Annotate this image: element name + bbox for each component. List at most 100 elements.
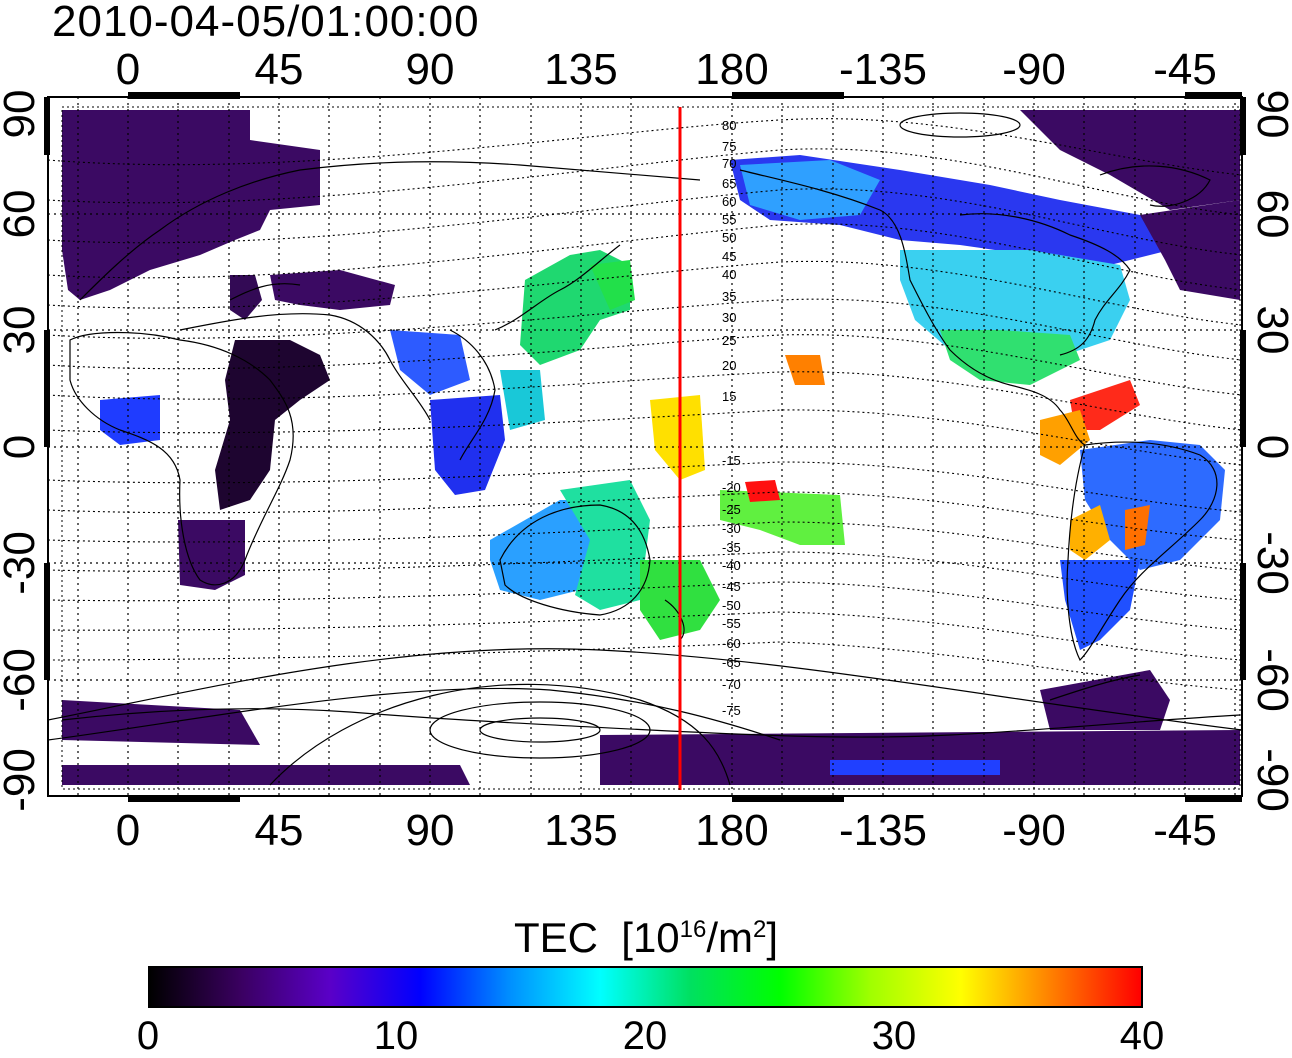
bottom-lon-tick: 45 bbox=[255, 806, 304, 855]
contour-labels: 80 75 70 65 60 55 50 45 40 35 30 25 20 1… bbox=[722, 118, 741, 718]
tec-region-south-america-south bbox=[1060, 560, 1140, 650]
colorbar-tick: 30 bbox=[871, 1014, 917, 1058]
colorbar-unit-exponent2: 2 bbox=[753, 916, 767, 943]
contour-label: -55 bbox=[722, 616, 741, 631]
bottom-lon-tick: -135 bbox=[839, 806, 927, 855]
contour-label: 40 bbox=[722, 267, 736, 282]
colorbar bbox=[148, 966, 1143, 1008]
timestamp-title: 2010-04-05/01:00:00 bbox=[52, 0, 480, 46]
left-lat-tick: 30 bbox=[0, 306, 44, 355]
tec-region-antarctic-ring bbox=[62, 700, 260, 745]
top-lon-tick: -45 bbox=[1153, 45, 1217, 94]
bottom-lon-tick: 180 bbox=[695, 806, 768, 855]
colorbar-unit-prefix: [10 bbox=[621, 914, 680, 961]
tec-region-south-america-mid bbox=[1125, 505, 1150, 550]
coastlines bbox=[61, 161, 1241, 738]
left-lat-tick: -30 bbox=[0, 531, 44, 595]
contour-label: 35 bbox=[722, 289, 736, 304]
right-lat-tick: 90 bbox=[1248, 90, 1292, 139]
colorbar-tick: 10 bbox=[373, 1014, 419, 1058]
tec-region-south-pacific-red bbox=[745, 480, 780, 502]
tec-region-antarctica-west bbox=[62, 765, 470, 785]
contour-label: 80 bbox=[722, 118, 736, 133]
contour-label: -15 bbox=[722, 453, 741, 468]
right-lat-tick: -60 bbox=[1248, 648, 1292, 712]
colorbar-unit-suffix: ] bbox=[766, 914, 779, 961]
contour-label: -50 bbox=[722, 598, 741, 613]
top-lon-tick: 180 bbox=[695, 45, 768, 94]
contour-label: 20 bbox=[722, 358, 736, 373]
contour-label: -30 bbox=[722, 521, 741, 536]
colorbar-unit-mid: /m bbox=[706, 914, 754, 961]
tec-region-alaska bbox=[740, 160, 880, 220]
colorbar-tick: 40 bbox=[1119, 1014, 1165, 1058]
bottom-lon-tick: 90 bbox=[406, 806, 455, 855]
right-lat-tick: 60 bbox=[1248, 190, 1292, 239]
top-lon-tick: 45 bbox=[255, 45, 304, 94]
contour-label: -35 bbox=[722, 540, 741, 555]
tec-region-greenland bbox=[1020, 110, 1240, 210]
tec-region-south-america-band bbox=[1070, 505, 1110, 560]
colorbar-quantity: TEC bbox=[513, 914, 598, 961]
tec-region-antarctica-blue bbox=[830, 760, 1000, 775]
contour-label: 15 bbox=[722, 389, 736, 404]
tec-region-central-america bbox=[1040, 410, 1090, 465]
bottom-lon-tick: 0 bbox=[116, 806, 140, 855]
contour-label: -40 bbox=[722, 558, 741, 573]
tec-region-japan bbox=[590, 260, 635, 310]
contour-label: 55 bbox=[722, 212, 736, 227]
bottom-lon-tick: 135 bbox=[544, 806, 617, 855]
right-lat-tick: -30 bbox=[1248, 531, 1292, 595]
tec-region-hawaii bbox=[785, 355, 825, 385]
contour-label: 50 bbox=[722, 230, 736, 245]
left-lat-tick: 0 bbox=[0, 435, 44, 459]
left-lat-tick: 60 bbox=[0, 190, 44, 239]
solid-contours bbox=[48, 112, 1242, 786]
tec-region-pacific-islands bbox=[650, 395, 705, 480]
contour-label: 70 bbox=[722, 156, 736, 171]
tec-region-usa-south bbox=[940, 330, 1080, 385]
tec-region-se-asia bbox=[430, 395, 505, 495]
contour-label: -70 bbox=[722, 677, 741, 692]
right-lat-tick: 0 bbox=[1248, 435, 1292, 459]
top-longitude-ticks: 0 45 90 135 180 -135 -90 -45 bbox=[116, 45, 1217, 94]
right-lat-tick: 30 bbox=[1248, 306, 1292, 355]
top-lon-tick: 90 bbox=[406, 45, 455, 94]
tec-region-africa-dark bbox=[215, 340, 330, 510]
magnetic-contours bbox=[48, 118, 1242, 691]
tec-region-west-africa bbox=[100, 395, 160, 445]
tec-region-eurasia bbox=[62, 110, 320, 300]
contour-label: 25 bbox=[722, 333, 736, 348]
left-latitude-ticks: 90 60 30 0 -30 -60 -90 bbox=[0, 90, 44, 812]
right-latitude-ticks: 90 60 30 0 -30 -60 -90 bbox=[1248, 90, 1292, 812]
top-lon-tick: 0 bbox=[116, 45, 140, 94]
top-lon-tick: 135 bbox=[544, 45, 617, 94]
tec-region-antarctica-coast bbox=[1040, 670, 1170, 730]
contour-label: 60 bbox=[722, 194, 736, 209]
tec-region-north-atlantic bbox=[1140, 200, 1240, 300]
colorbar-tick: 0 bbox=[136, 1014, 160, 1058]
contour-label: 65 bbox=[722, 176, 736, 191]
colorbar-tick: 20 bbox=[622, 1014, 668, 1058]
axis-bars bbox=[44, 92, 1246, 802]
contour-label: -45 bbox=[722, 579, 741, 594]
top-lon-tick: -135 bbox=[839, 45, 927, 94]
left-lat-tick: -90 bbox=[0, 748, 44, 812]
contour-label: -75 bbox=[722, 703, 741, 718]
tec-region-australia-west bbox=[490, 500, 610, 600]
tec-region-europe-north bbox=[230, 275, 262, 320]
colorbar-unit-exponent: 16 bbox=[679, 916, 707, 943]
contour-label: 30 bbox=[722, 310, 736, 325]
tec-region-antarctica-east bbox=[600, 730, 1240, 785]
tec-region-caribbean bbox=[1070, 380, 1140, 430]
bottom-lon-tick: -90 bbox=[1002, 806, 1066, 855]
left-lat-tick: 90 bbox=[0, 90, 44, 139]
tec-region-south-america-north bbox=[1080, 440, 1225, 570]
top-lon-tick: -90 bbox=[1002, 45, 1066, 94]
bottom-longitude-ticks: 0 45 90 135 180 -135 -90 -45 bbox=[116, 806, 1217, 855]
contour-label: 75 bbox=[722, 139, 736, 154]
contour-label: 45 bbox=[722, 249, 736, 264]
contour-label: -60 bbox=[722, 636, 741, 651]
tec-region-australia-east bbox=[560, 480, 650, 610]
